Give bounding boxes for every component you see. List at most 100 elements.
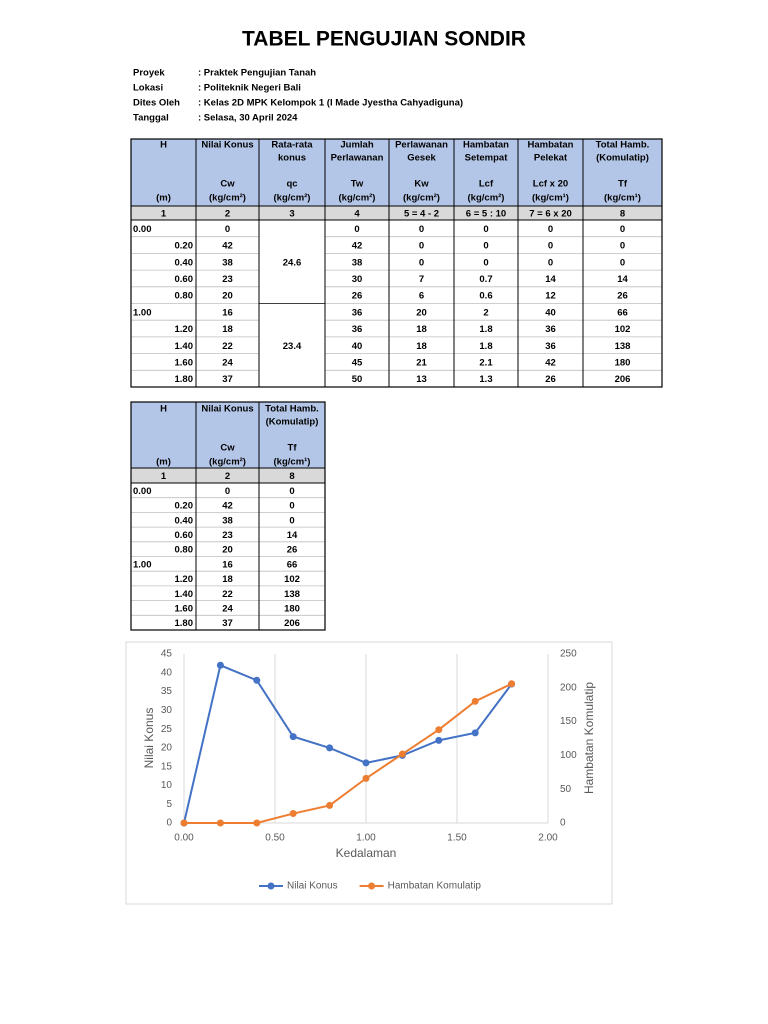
data-cell: 0 (419, 241, 424, 252)
data-point (253, 676, 261, 684)
header-unit: (m) (156, 457, 171, 468)
header-unit: (kg/cm¹) (274, 457, 311, 468)
y-tick-label: 5 (166, 799, 172, 810)
data-cell: 0 (548, 257, 553, 268)
depth-cell: 1.40 (175, 341, 194, 352)
data-cell: 1.3 (479, 374, 492, 385)
y-tick-label: 15 (161, 761, 173, 772)
y-tick-label: 35 (161, 686, 173, 697)
info-label: Tanggal (133, 113, 169, 124)
y-tick-label: 25 (161, 724, 173, 735)
data-cell: 38 (352, 257, 363, 268)
data-point (508, 680, 516, 688)
data-cell: 36 (352, 307, 363, 318)
average-cell: 23.4 (283, 341, 302, 352)
data-cell: 36 (352, 324, 363, 335)
data-cell: 138 (615, 341, 631, 352)
y2-axis-label: Hambatan Komulatip (582, 682, 596, 794)
data-cell: 26 (352, 291, 363, 302)
data-point (326, 801, 334, 809)
data-cell: 26 (287, 545, 298, 556)
chart-frame (125, 641, 613, 905)
depth-cell: 1.80 (175, 618, 194, 629)
info-label: Lokasi (133, 83, 163, 94)
header-text: Perlawanan (395, 140, 448, 151)
data-cell: 30 (352, 274, 363, 285)
info-value: : Kelas 2D MPK Kelompok 1 (I Made Jyesth… (198, 98, 463, 109)
header-symbol: Cw (220, 443, 235, 454)
data-cell: 0 (419, 224, 424, 235)
depth-cell: 0.60 (175, 274, 194, 285)
header-unit: (kg/cm²) (209, 457, 246, 468)
info-value: : Praktek Pengujian Tanah (198, 68, 316, 79)
data-cell: 2 (483, 307, 488, 318)
data-cell: 38 (222, 257, 233, 268)
data-cell: 206 (615, 374, 631, 385)
data-cell: 0 (548, 241, 553, 252)
data-cell: 1.8 (479, 341, 492, 352)
data-cell: 180 (284, 603, 300, 614)
data-point (435, 736, 443, 744)
depth-cell: 0.20 (175, 241, 194, 252)
index-cell: 8 (620, 209, 625, 220)
data-cell: 21 (416, 357, 427, 368)
data-cell: 26 (617, 291, 628, 302)
legend-marker (267, 882, 275, 890)
index-cell: 7 = 6 x 20 (529, 209, 572, 220)
header-symbol: Tf (288, 443, 298, 454)
data-point (180, 819, 188, 827)
data-cell: 37 (222, 374, 233, 385)
data-point (216, 661, 224, 669)
header-text: konus (278, 153, 306, 164)
title: TABEL PENGUJIAN SONDIR (242, 28, 526, 51)
depth-cell: 1.20 (175, 574, 194, 585)
data-cell: 13 (416, 374, 427, 385)
index-cell: 6 = 5 : 10 (466, 209, 506, 220)
series-line (184, 682, 513, 824)
index-bg (131, 468, 325, 483)
legend-label: Hambatan Komulatip (388, 881, 482, 892)
data-cell: 36 (545, 324, 556, 335)
x-tick-label: 1.00 (356, 833, 376, 844)
series-line (183, 663, 513, 824)
y2-tick-label: 150 (560, 716, 577, 727)
header-symbol: Kw (414, 179, 429, 190)
data-cell: 20 (416, 307, 427, 318)
data-cell: 6 (419, 291, 424, 302)
header-unit: (kg/cm²) (468, 193, 505, 204)
x-axis-label: Kedalaman (336, 846, 397, 860)
header-text: Perlawanan (331, 153, 384, 164)
header-unit: (m) (156, 193, 171, 204)
header-symbol: Tw (351, 179, 364, 190)
index-cell: 2 (225, 471, 230, 482)
data-point (289, 810, 297, 818)
depth-cell: 1.40 (175, 589, 194, 600)
data-cell: 42 (352, 241, 363, 252)
header-text: H (160, 140, 167, 151)
data-cell: 14 (545, 274, 556, 285)
data-cell: 42 (222, 501, 233, 512)
header-symbol: Cw (220, 179, 235, 190)
y2-tick-label: 200 (560, 682, 577, 693)
header-unit: (kg/cm²) (274, 193, 311, 204)
data-cell: 0.6 (479, 291, 492, 302)
header-text: H (160, 404, 167, 415)
data-cell: 0 (289, 486, 294, 497)
y-tick-label: 10 (161, 780, 173, 791)
header-text: Pelekat (534, 153, 568, 164)
depth-cell: 0.80 (175, 291, 194, 302)
data-cell: 0 (289, 501, 294, 512)
index-cell: 8 (289, 471, 294, 482)
data-cell: 36 (545, 341, 556, 352)
header-text: Total Hamb. (596, 140, 650, 151)
header-symbol: Lcf x 20 (533, 179, 568, 190)
depth-cell: 1.00 (133, 307, 152, 318)
data-cell: 42 (545, 357, 556, 368)
header-text: Gesek (407, 153, 436, 164)
data-cell: 37 (222, 618, 233, 629)
data-cell: 66 (287, 559, 298, 570)
table-border (130, 401, 326, 631)
header-text: Nilai Konus (201, 140, 253, 151)
header-unit: (kg/cm²) (339, 193, 376, 204)
data-cell: 7 (419, 274, 424, 285)
